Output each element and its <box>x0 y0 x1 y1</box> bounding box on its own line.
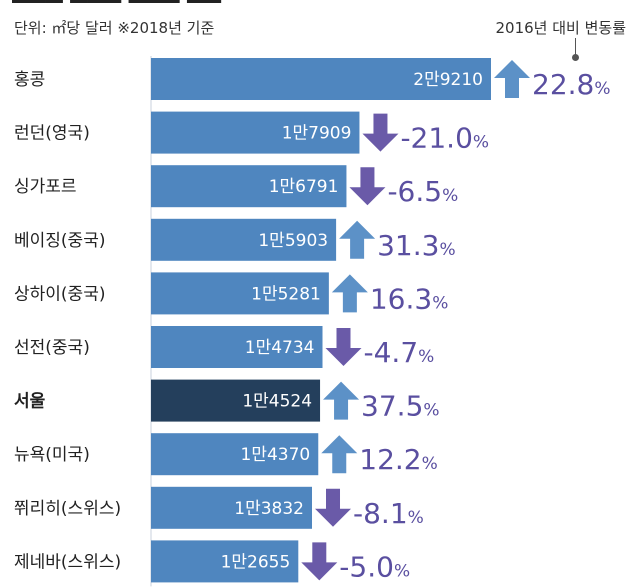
category-label: 선전(중국) <box>14 338 90 358</box>
value-label: 1만4370 <box>241 445 311 465</box>
down-arrow-icon <box>301 542 338 581</box>
value-label: 1만6791 <box>269 177 339 197</box>
category-label: 제네바(스위스) <box>14 552 121 572</box>
value-label: 1만7909 <box>282 124 352 144</box>
category-label: 홍콩 <box>14 70 45 90</box>
value-label: 1만3832 <box>234 499 304 519</box>
change-label: -5.0% <box>339 550 410 583</box>
down-arrow-icon <box>349 167 386 206</box>
cropped-title-fragment: ▆▅▆ ▅▆▅ ▆▅▅ ▆▅ <box>12 0 221 3</box>
change-label: 37.5% <box>361 390 440 423</box>
value-label: 1만4524 <box>242 392 312 412</box>
category-label: 쮜리히(스위스) <box>14 499 121 519</box>
bar <box>151 540 299 583</box>
change-label: 12.2% <box>359 443 438 476</box>
value-label: 2만9210 <box>413 70 483 90</box>
bar <box>151 326 323 368</box>
cropped-title-strip: ▆▅▆ ▅▆▅ ▆▅▅ ▆▅ <box>12 0 292 3</box>
down-arrow-icon <box>325 328 362 366</box>
up-arrow-icon <box>494 60 530 98</box>
bar <box>151 218 337 261</box>
change-header-leader-dot <box>572 54 579 61</box>
bar <box>151 111 360 154</box>
change-header-leader-line <box>575 38 576 56</box>
change-label: -4.7% <box>364 336 435 369</box>
up-arrow-icon <box>339 220 376 259</box>
bar <box>151 379 321 422</box>
category-label: 서울 <box>14 392 46 412</box>
category-label: 상하이(중국) <box>14 284 105 304</box>
category-label: 런던(영국) <box>14 124 90 144</box>
change-label: -21.0% <box>400 122 489 155</box>
value-label: 1만5281 <box>251 284 321 304</box>
change-label: 22.8% <box>532 68 611 101</box>
bar <box>151 433 319 476</box>
change-label: -8.1% <box>353 497 424 530</box>
bar <box>151 58 491 100</box>
change-rate-header: 2016년 대비 변동률 <box>495 19 626 37</box>
unit-note: 단위: ㎡당 달러 ※2018년 기준 <box>14 19 215 37</box>
up-arrow-icon <box>321 435 358 474</box>
bar <box>151 486 313 529</box>
change-label: 31.3% <box>377 229 456 262</box>
category-label: 싱가포르 <box>14 177 77 197</box>
up-arrow-icon <box>331 274 368 313</box>
value-label: 1만2655 <box>221 552 291 572</box>
category-label: 베이징(중국) <box>14 231 105 251</box>
value-label: 1만4734 <box>245 338 315 358</box>
up-arrow-icon <box>323 381 360 420</box>
down-arrow-icon <box>315 488 352 527</box>
change-label: -6.5% <box>387 175 458 208</box>
bar <box>151 272 329 315</box>
bar <box>151 165 347 208</box>
change-label: 16.3% <box>370 282 449 315</box>
down-arrow-icon <box>362 113 399 152</box>
value-label: 1만5903 <box>258 231 328 251</box>
category-label: 뉴욕(미국) <box>14 445 90 465</box>
